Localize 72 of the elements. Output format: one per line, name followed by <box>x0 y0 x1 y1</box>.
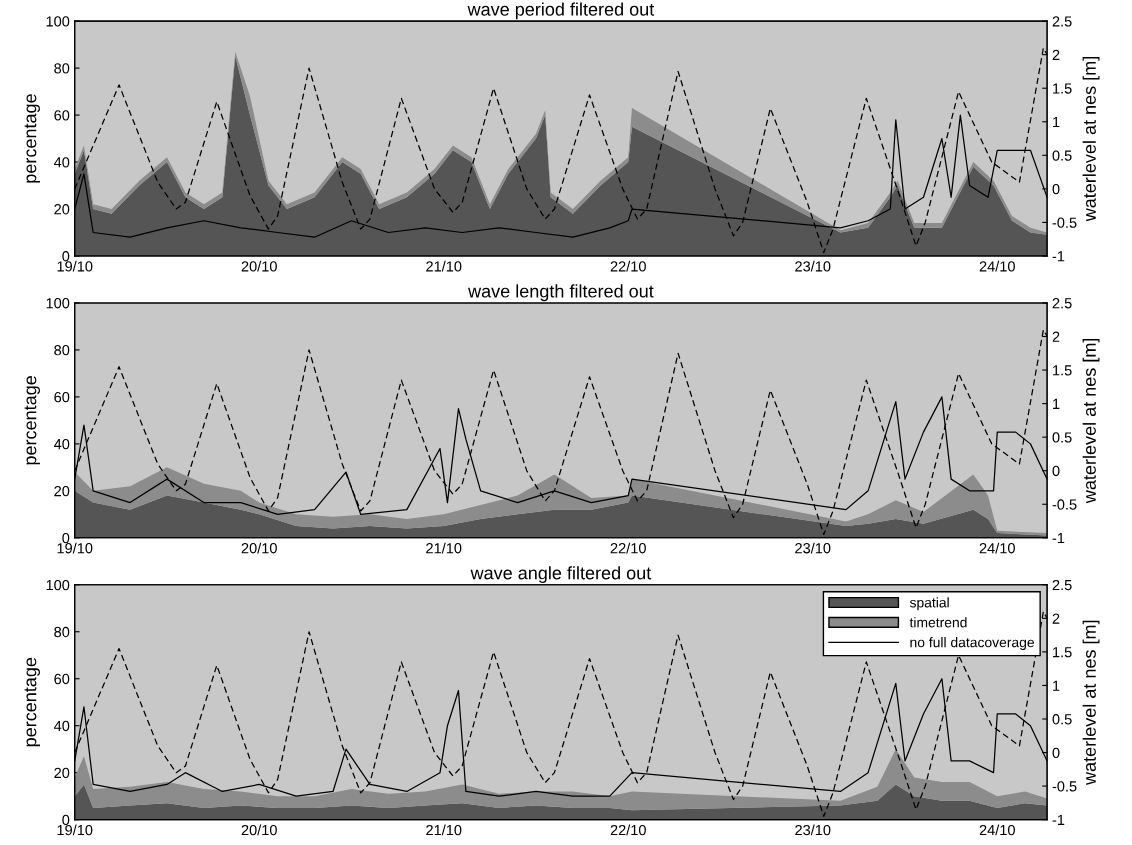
y2-tick-label: 0 <box>1052 183 1060 195</box>
x-tick-label: 20/10 <box>241 824 277 836</box>
x-tick-label: 21/10 <box>426 542 462 554</box>
x-tick-label: 23/10 <box>795 824 831 836</box>
y-tick-label: 40 <box>53 157 70 168</box>
y2-tick-label: 2.5 <box>1052 16 1072 27</box>
y2-tick-label: 0 <box>1052 747 1060 758</box>
legend-label: spatial <box>909 597 949 611</box>
y2-tick-label: 1 <box>1053 680 1060 691</box>
x-tick-label: 22/10 <box>610 824 646 836</box>
y2-tick-label: -0.5 <box>1052 217 1077 228</box>
y-axis-title: percentage <box>24 657 40 747</box>
y-tick-label: 80 <box>54 626 70 638</box>
y2-tick-label: 1.5 <box>1053 365 1072 376</box>
y-tick-label: 40 <box>53 720 70 732</box>
y-axis-title: percentage <box>24 94 40 183</box>
chart-title: wave length filtered out <box>468 284 654 302</box>
y-tick-label: 60 <box>54 110 70 121</box>
y-tick-label: 0 <box>62 532 70 544</box>
y-axis-title: percentage <box>24 376 40 465</box>
y-tick-label: 100 <box>46 298 70 309</box>
y2-axis-title: waterlevel at nes [m] <box>1082 338 1100 504</box>
x-tick-label: 23/10 <box>795 260 831 272</box>
y2-tick-label: 2 <box>1052 49 1060 60</box>
x-tick-label: 21/10 <box>426 824 462 836</box>
y-tick-label: 100 <box>46 16 70 27</box>
y2-tick-label: 1.5 <box>1053 83 1072 94</box>
y2-tick-label: 0.5 <box>1052 714 1072 725</box>
x-tick-label: 20/10 <box>241 542 277 554</box>
y2-tick-label: -1 <box>1052 251 1065 262</box>
y-tick-label: 20 <box>54 767 70 779</box>
x-tick-label: 23/10 <box>795 542 831 554</box>
y-tick-label: 80 <box>54 63 70 74</box>
y2-tick-label: -0.5 <box>1052 499 1077 510</box>
y-tick-label: 80 <box>54 345 70 356</box>
y2-tick-label: -1 <box>1052 533 1065 544</box>
chart-title: wave angle filtered out <box>470 566 652 583</box>
y2-tick-label: -0.5 <box>1052 781 1077 792</box>
x-tick-label: 22/10 <box>610 542 646 554</box>
x-tick-label: 19/10 <box>57 824 93 836</box>
x-tick-label: 24/10 <box>979 824 1015 836</box>
x-tick-label: 19/10 <box>57 542 93 554</box>
y-tick-label: 0 <box>62 251 70 262</box>
legend-label: timetrend <box>909 617 967 628</box>
y2-axis-title: waterlevel at nes [m] <box>1082 620 1100 786</box>
x-tick-label: 21/10 <box>426 260 462 272</box>
y2-axis-title: waterlevel at nes [m] <box>1082 57 1100 222</box>
y-tick-label: 60 <box>54 392 70 403</box>
y2-tick-label: -1 <box>1052 814 1065 825</box>
y2-tick-label: 0.5 <box>1052 432 1072 443</box>
y2-tick-label: 0.5 <box>1052 150 1072 161</box>
y2-tick-label: 1 <box>1053 117 1060 128</box>
y-tick-label: 20 <box>54 204 70 215</box>
y-tick-label: 20 <box>54 485 70 497</box>
y2-tick-label: 2.5 <box>1052 579 1072 591</box>
legend-label: no full datacoverage <box>910 637 1034 651</box>
x-tick-label: 24/10 <box>979 260 1015 272</box>
y2-tick-label: 0 <box>1052 465 1060 477</box>
y-tick-label: 100 <box>46 579 70 591</box>
chart-title: wave period filtered out <box>467 2 655 20</box>
y2-tick-label: 2.5 <box>1052 298 1072 309</box>
x-tick-label: 24/10 <box>979 542 1015 554</box>
y2-tick-label: 2 <box>1052 331 1060 342</box>
y-tick-label: 40 <box>53 438 70 450</box>
x-tick-label: 20/10 <box>241 260 277 272</box>
y-tick-label: 60 <box>54 673 70 685</box>
y2-tick-label: 1 <box>1053 398 1060 409</box>
y-tick-label: 0 <box>62 814 70 826</box>
y2-tick-label: 2 <box>1052 613 1060 624</box>
x-tick-label: 19/10 <box>57 260 93 272</box>
y2-tick-label: 1.5 <box>1053 647 1072 658</box>
x-tick-label: 22/10 <box>610 260 646 272</box>
